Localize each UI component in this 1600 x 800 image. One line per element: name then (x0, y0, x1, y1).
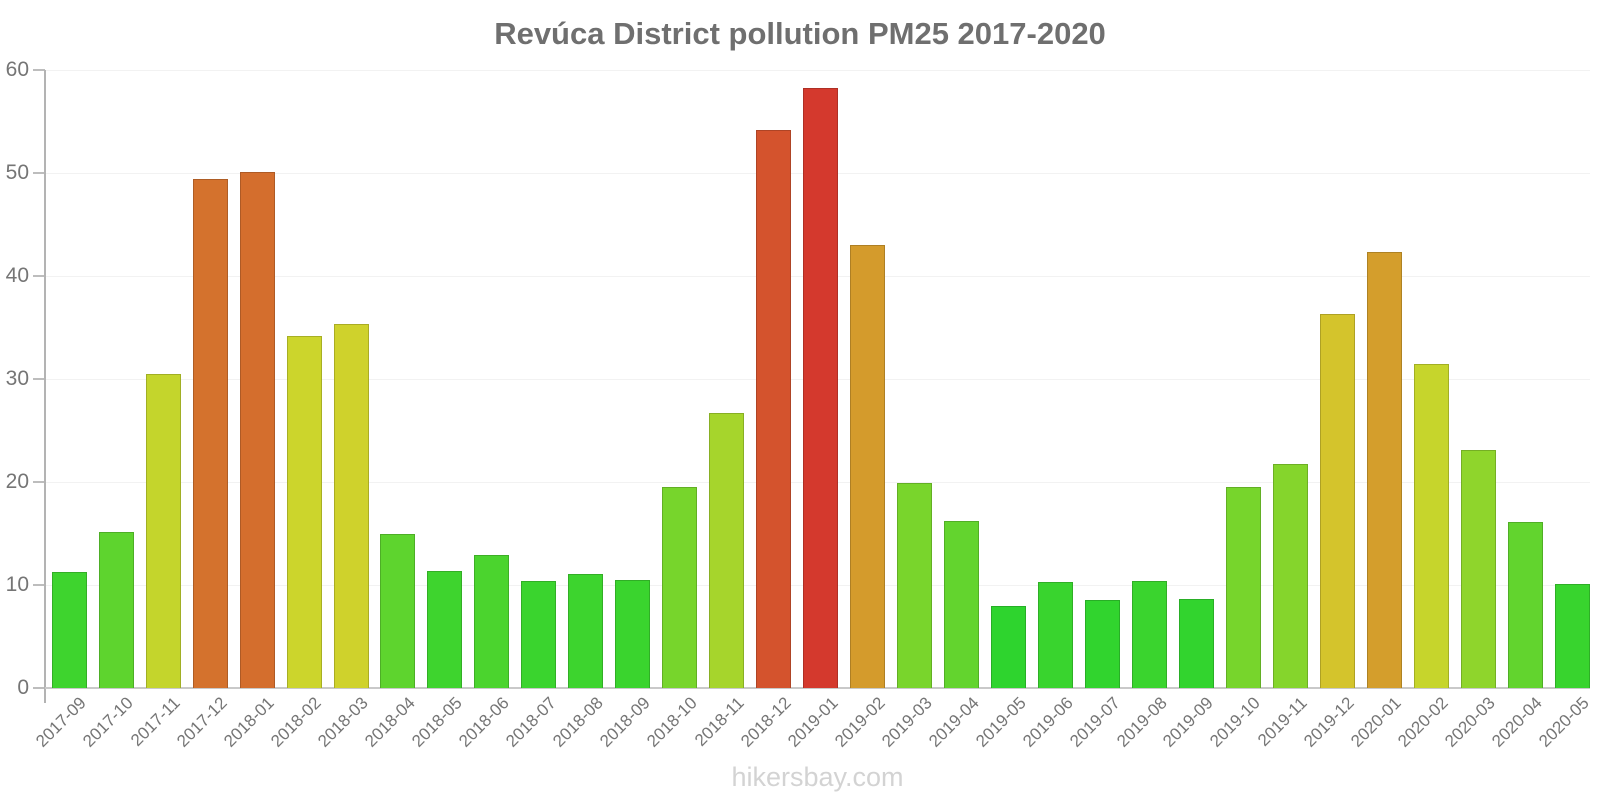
bar-2020-01 (1366, 252, 1402, 688)
x-axis-line (45, 687, 1590, 689)
y-axis-tick-label: 50 (5, 161, 29, 184)
y-axis-tick (33, 687, 45, 689)
bar-2018-11 (709, 412, 745, 688)
bar-2019-06 (1038, 581, 1074, 688)
bar-2019-05 (991, 605, 1027, 688)
bar-2018-02 (286, 335, 322, 688)
bar-2019-08 (1132, 580, 1167, 688)
bar-2018-08 (568, 573, 604, 688)
gridline-60 (45, 70, 1590, 71)
y-axis-line (44, 70, 46, 703)
bar-2017-09 (51, 571, 87, 688)
bar-2019-01 (803, 87, 839, 688)
y-axis-tick (33, 584, 45, 586)
bar-2019-12 (1319, 314, 1355, 688)
bar-2020-04 (1507, 522, 1543, 688)
bar-2017-11 (145, 373, 181, 688)
bar-2019-02 (850, 245, 886, 688)
bar-2018-07 (521, 580, 557, 688)
bar-2019-07 (1085, 600, 1121, 688)
chart-title: Revúca District pollution PM25 2017-2020 (494, 16, 1106, 51)
y-axis-tick-label: 10 (5, 573, 29, 596)
bar-2018-03 (333, 324, 369, 688)
bar-2019-11 (1272, 464, 1308, 688)
y-axis-tick (33, 378, 45, 380)
y-axis-tick-label: 0 (17, 676, 29, 699)
bar-2018-12 (756, 129, 792, 688)
y-axis-tick (33, 481, 45, 483)
bar-2018-10 (662, 487, 698, 688)
bar-2019-10 (1225, 487, 1261, 688)
bar-2018-04 (380, 533, 416, 688)
y-axis-tick-label: 60 (5, 58, 29, 81)
y-axis-tick (33, 69, 45, 71)
bar-2019-04 (944, 521, 980, 688)
bar-2020-02 (1413, 363, 1449, 688)
bar-2019-03 (897, 483, 933, 688)
bar-2018-06 (474, 555, 510, 688)
y-axis-tick (33, 172, 45, 174)
y-axis-tick (33, 275, 45, 277)
watermark: hikersbay.com (731, 762, 904, 792)
y-axis-tick-label: 20 (5, 470, 29, 493)
bar-2020-05 (1554, 583, 1590, 688)
bar-2018-01 (239, 171, 275, 688)
bar-2018-05 (427, 570, 463, 688)
bar-2020-03 (1460, 450, 1496, 688)
bar-2019-09 (1178, 599, 1214, 688)
bar-2018-09 (615, 579, 651, 688)
bar-2017-12 (192, 179, 228, 688)
y-axis-tick-label: 30 (5, 367, 29, 390)
bar-2017-10 (98, 532, 134, 688)
y-axis-tick-label: 40 (5, 264, 29, 287)
